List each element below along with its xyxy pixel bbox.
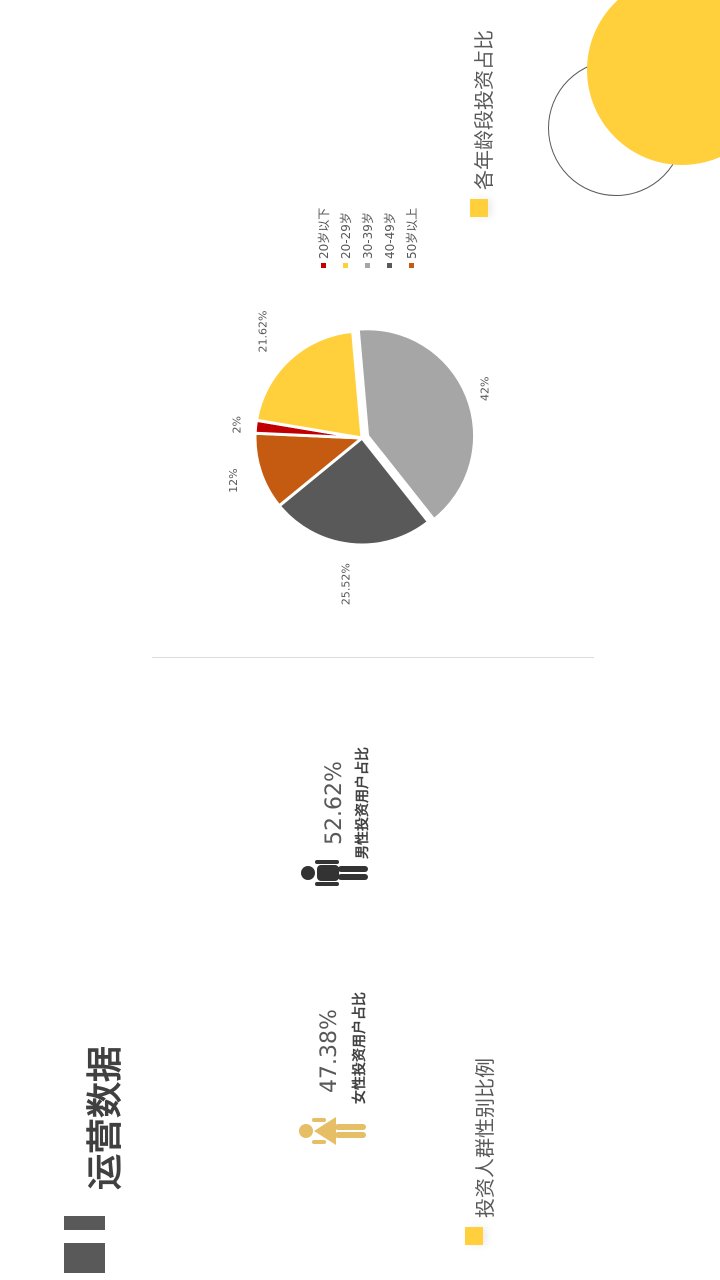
pie-data-label-0: 2% [231,416,244,433]
male-percentage: 52.62% [320,753,350,853]
pie-data-label-4: 12% [227,468,240,492]
page-title: 运营数据 [82,1033,128,1203]
gender-section-marker [465,1227,483,1245]
pie-data-label-1: 21.62% [257,311,270,353]
female-label: 女性投资用户占比 [350,983,370,1113]
gender-section-heading: 投资人群性别比例 [472,1053,498,1223]
pie-data-label-3: 25.52% [339,563,352,605]
female-percentage: 47.38% [315,1001,345,1101]
title-bar-thin [64,1216,105,1230]
woman-icon [298,1114,368,1148]
pie-data-label-2: 42% [479,377,492,401]
pie-slice-1 [256,331,362,438]
title-bar-thick [64,1243,105,1273]
section-divider [152,657,594,658]
male-label: 男性投资用户占比 [353,738,373,868]
